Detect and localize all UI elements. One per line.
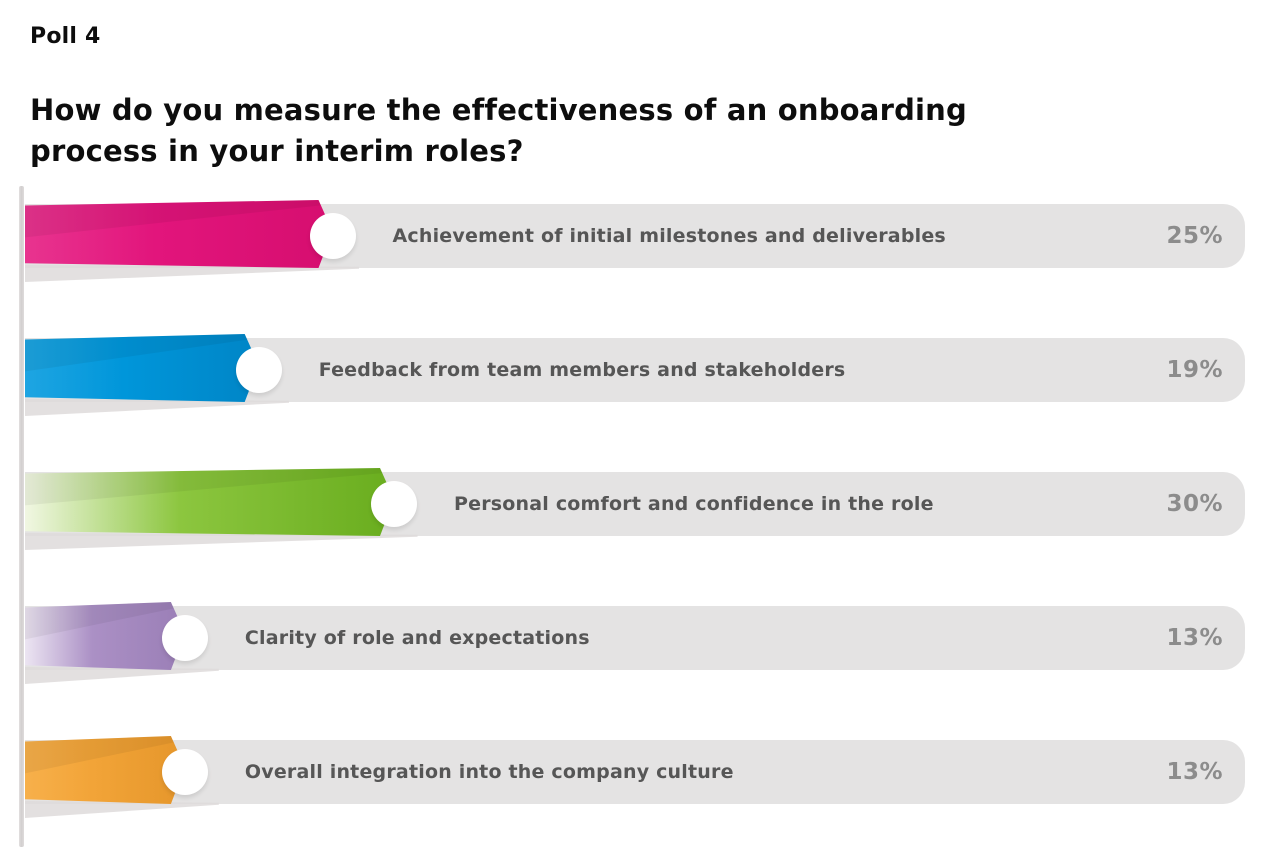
bar-fill: [25, 334, 259, 402]
chart-axis-line: [19, 186, 24, 847]
poll-title: Poll 4: [30, 24, 101, 49]
poll-option-row: Achievement of initial milestones and de…: [0, 204, 1280, 282]
poll-option-row: Personal comfort and confidence in the r…: [0, 472, 1280, 550]
poll-bar-chart: Achievement of initial milestones and de…: [0, 204, 1280, 824]
option-percentage: 13%: [1166, 759, 1223, 785]
poll-option-row: Overall integration into the company cul…: [0, 740, 1280, 818]
bar-fill: [25, 736, 185, 804]
poll-option-row: Clarity of role and expectations 13%: [0, 606, 1280, 684]
option-percentage: 30%: [1166, 491, 1223, 517]
option-percentage: 13%: [1166, 625, 1223, 651]
bar-shadow-wedge: [25, 399, 289, 416]
option-label: Clarity of role and expectations: [244, 627, 590, 649]
bar-track: [25, 740, 1245, 804]
bar-fill: [25, 200, 333, 268]
bar-end-circle: [235, 347, 282, 393]
option-label: Overall integration into the company cul…: [244, 761, 734, 783]
option-label: Achievement of initial milestones and de…: [392, 225, 946, 247]
bar-fill: [25, 468, 394, 536]
poll-question: How do you measure the effectiveness of …: [30, 93, 967, 169]
bar-end-circle: [371, 481, 417, 527]
option-percentage: 25%: [1166, 223, 1223, 249]
bar-fill: [25, 602, 185, 670]
poll-option-row: Feedback from team members and stakehold…: [0, 338, 1280, 416]
bar-shadow-wedge: [25, 801, 219, 818]
bar-track: [25, 606, 1245, 670]
option-label: Feedback from team members and stakehold…: [318, 359, 846, 381]
option-label: Personal comfort and confidence in the r…: [454, 493, 934, 515]
bar-end-circle: [309, 213, 356, 259]
option-percentage: 19%: [1166, 357, 1223, 383]
bar-shadow-wedge: [25, 667, 219, 684]
bar-end-circle: [161, 749, 208, 795]
bar-end-circle: [161, 615, 208, 661]
